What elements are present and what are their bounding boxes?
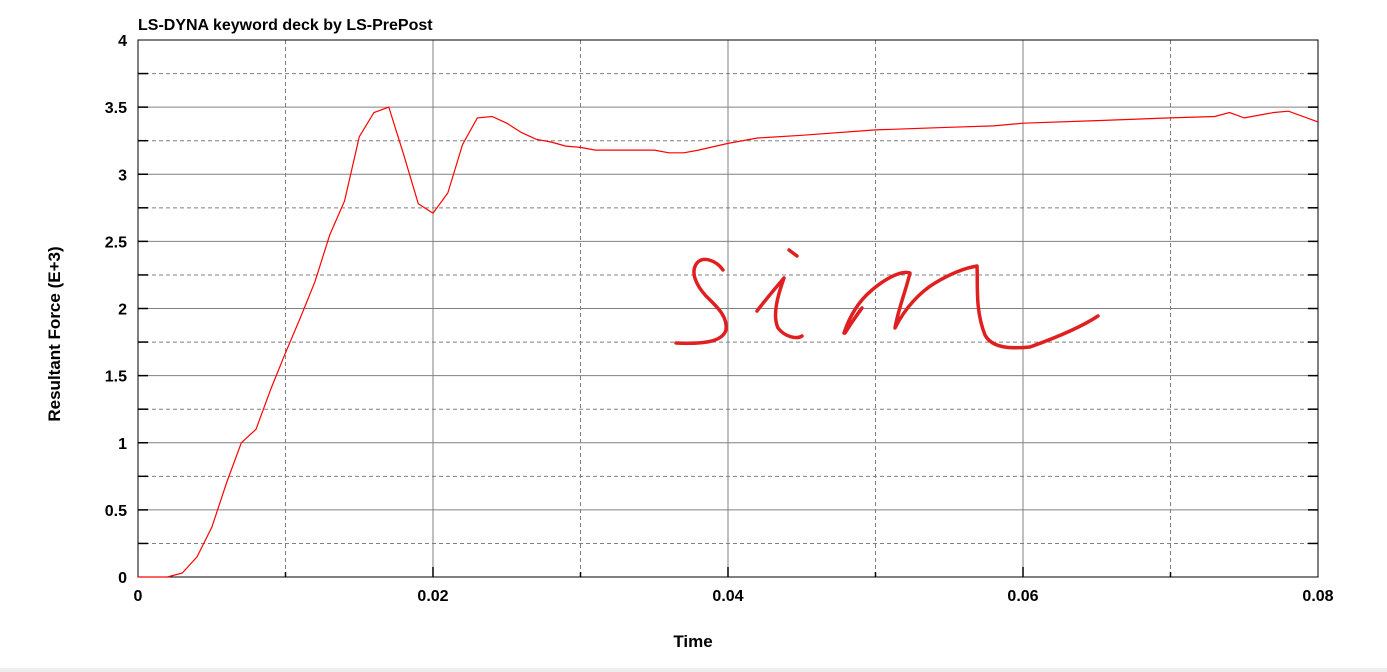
y-axis-label: Resultant Force (E+3) xyxy=(45,246,64,421)
y-tick-label: 4 xyxy=(118,33,127,50)
y-tick-label: 1 xyxy=(118,436,127,453)
bottom-strip xyxy=(0,668,1387,672)
handwritten-s xyxy=(674,257,728,346)
y-tick-label: 0.5 xyxy=(105,503,127,520)
handwritten-i-dot xyxy=(787,248,799,258)
y-tick-label: 2 xyxy=(118,302,127,319)
x-tick-label: 0.04 xyxy=(712,588,743,605)
series-group xyxy=(138,106,1319,578)
y-tick-labels: 0 0.5 1 1.5 2 2.5 3 3.5 4 xyxy=(105,33,127,587)
axis-ticks xyxy=(138,72,1318,577)
handwritten-i-stem xyxy=(755,276,804,340)
handwritten-n xyxy=(842,264,1100,350)
handwritten-sin-annotation xyxy=(674,248,1100,350)
y-tick-label: 1.5 xyxy=(105,369,127,386)
x-axis-label: Time xyxy=(673,632,712,651)
y-tick-label: 0 xyxy=(118,570,127,587)
x-tick-label: 0.08 xyxy=(1302,588,1333,605)
x-tick-label: 0.02 xyxy=(417,588,448,605)
x-tick-label: 0.06 xyxy=(1007,588,1038,605)
x-tick-label: 0 xyxy=(134,588,143,605)
y-tick-label: 3.5 xyxy=(105,100,127,117)
chart-title: LS-DYNA keyword deck by LS-PrePost xyxy=(138,17,433,34)
series-line xyxy=(138,106,1319,578)
y-tick-label: 2.5 xyxy=(105,234,127,251)
plot-frame xyxy=(137,39,1319,578)
y-tick-label: 3 xyxy=(118,167,127,184)
grid xyxy=(138,40,1318,577)
x-tick-labels: 0 0.02 0.04 0.06 0.08 xyxy=(134,588,1334,605)
